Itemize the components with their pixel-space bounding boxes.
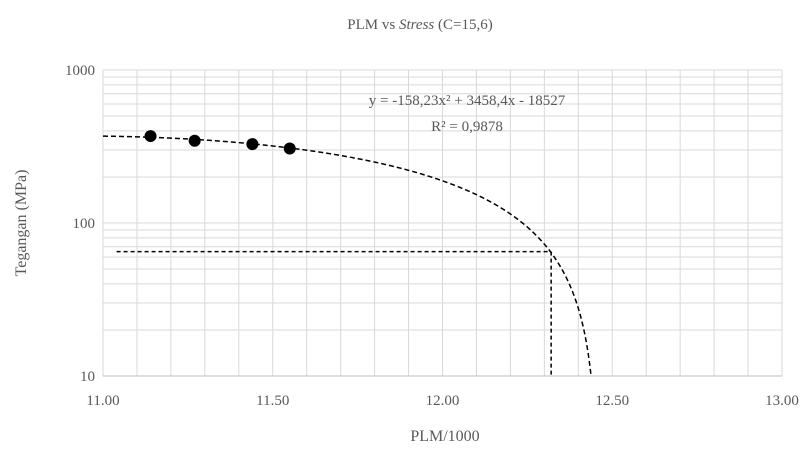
chart-title-prefix: PLM vs bbox=[347, 17, 399, 33]
tick-labels: 11.00 11.50 12.00 12.50 13.00 10 100 1000 bbox=[65, 63, 799, 409]
data-point bbox=[144, 130, 157, 143]
trendline-curve bbox=[102, 135, 592, 377]
x-tick-label: 11.50 bbox=[256, 393, 289, 409]
x-tick-label: 13.00 bbox=[765, 393, 799, 409]
y-tick-label: 10 bbox=[80, 369, 95, 385]
chart-title-suffix: (C=15,6) bbox=[434, 17, 492, 33]
chart-title-italic: Stress bbox=[399, 17, 434, 33]
x-tick-label: 12.00 bbox=[426, 393, 460, 409]
data-point bbox=[246, 138, 259, 151]
chart-title: PLM vs Stress (C=15,6) bbox=[347, 17, 492, 33]
y-axis-title: Tegangan (MPa) bbox=[13, 170, 30, 277]
r-squared-label: R² = 0,9878 bbox=[431, 119, 503, 135]
trendline-equation: y = -158,23x² + 3458,4x - 18527 bbox=[369, 93, 566, 109]
data-points bbox=[144, 130, 296, 155]
grid-lines bbox=[102, 69, 783, 377]
x-tick-label: 12.50 bbox=[595, 393, 629, 409]
x-axis-title: PLM/1000 bbox=[410, 428, 479, 445]
trendline bbox=[102, 135, 592, 377]
data-point bbox=[188, 134, 201, 147]
y-tick-label: 100 bbox=[73, 216, 96, 232]
data-point bbox=[283, 142, 296, 155]
x-tick-label: 11.00 bbox=[86, 393, 119, 409]
y-tick-label: 1000 bbox=[65, 63, 95, 79]
reference-lines bbox=[116, 250, 552, 376]
